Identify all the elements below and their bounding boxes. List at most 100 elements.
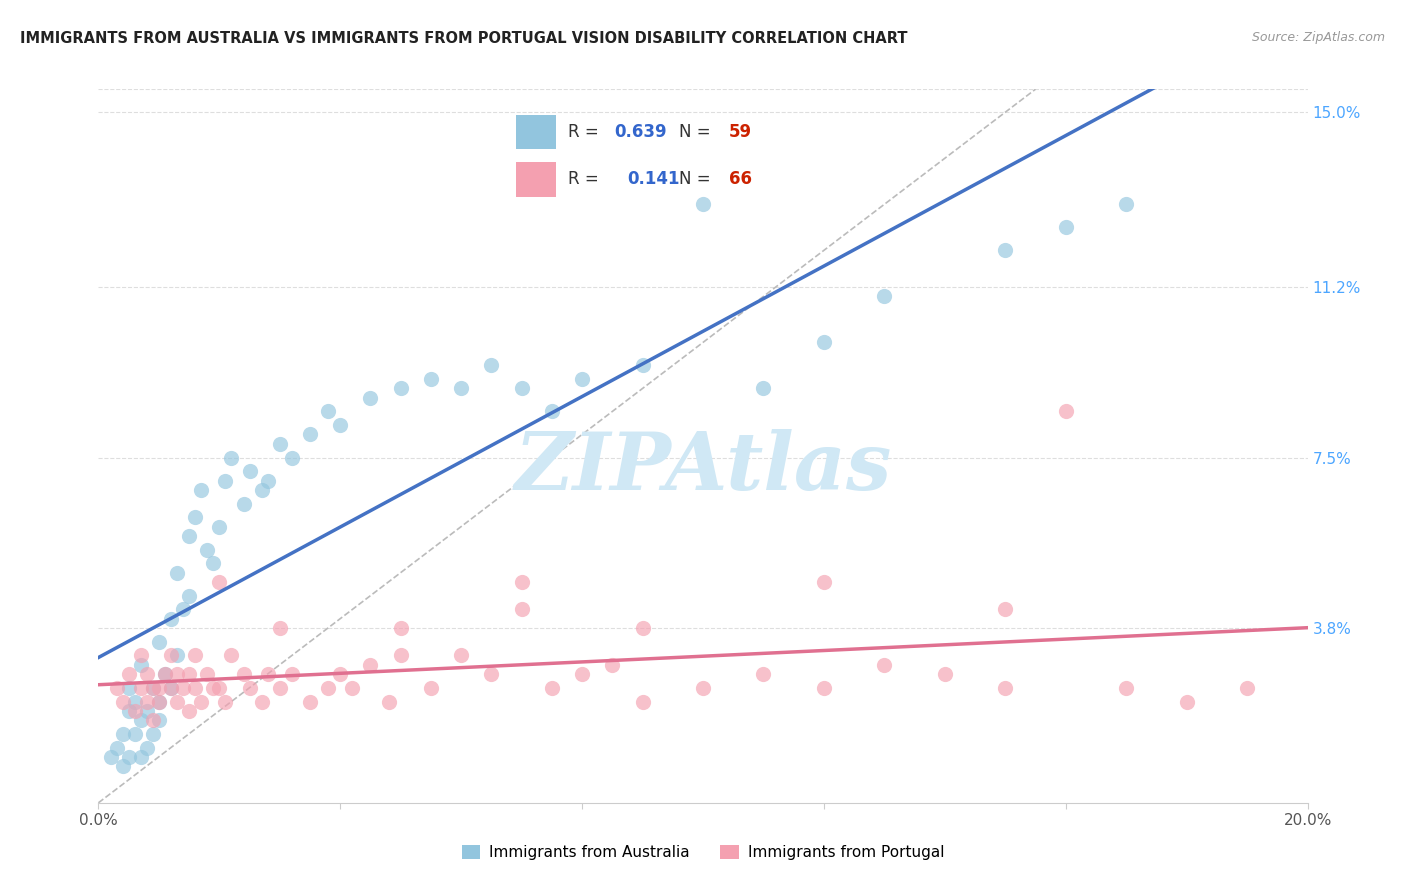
Point xyxy=(994,244,1017,258)
Point xyxy=(172,602,194,616)
Point xyxy=(172,681,194,695)
Point xyxy=(994,681,1017,695)
Point xyxy=(342,681,364,695)
Point xyxy=(208,574,231,589)
Point xyxy=(281,666,304,681)
Point xyxy=(316,681,339,695)
Point xyxy=(124,727,146,741)
Point xyxy=(160,612,183,626)
Point xyxy=(631,359,654,373)
Point xyxy=(510,381,533,395)
Point xyxy=(389,621,412,635)
Point xyxy=(239,681,262,695)
Point xyxy=(873,289,896,303)
Point xyxy=(111,694,134,708)
Point xyxy=(195,666,218,681)
Point xyxy=(299,427,322,442)
Point xyxy=(160,681,183,695)
Point xyxy=(129,657,152,672)
Point xyxy=(752,381,775,395)
Point xyxy=(1115,197,1137,211)
Point xyxy=(360,657,382,672)
Point xyxy=(389,648,412,663)
Point xyxy=(184,681,207,695)
Point xyxy=(269,436,291,450)
Point xyxy=(631,694,654,708)
Point xyxy=(135,740,157,755)
Point xyxy=(142,713,165,727)
Point xyxy=(190,483,212,497)
Point xyxy=(214,694,236,708)
Point xyxy=(208,681,231,695)
Point xyxy=(142,681,165,695)
Point xyxy=(316,404,339,418)
Point xyxy=(329,666,352,681)
Point xyxy=(142,727,165,741)
Point xyxy=(299,694,322,708)
Point xyxy=(239,464,262,478)
Point xyxy=(420,681,443,695)
Point xyxy=(142,681,165,695)
Text: ZIPAtlas: ZIPAtlas xyxy=(515,429,891,506)
Point xyxy=(1236,681,1258,695)
Point xyxy=(752,666,775,681)
Point xyxy=(450,648,472,663)
Point xyxy=(232,497,254,511)
Point xyxy=(250,483,273,497)
Point xyxy=(873,657,896,672)
Point xyxy=(510,602,533,616)
Point xyxy=(166,648,188,663)
Point xyxy=(166,694,188,708)
Point xyxy=(269,681,291,695)
Point xyxy=(190,694,212,708)
Point xyxy=(250,694,273,708)
Point xyxy=(934,666,956,681)
Point xyxy=(100,749,122,764)
Point xyxy=(118,666,141,681)
Point xyxy=(510,574,533,589)
Point xyxy=(148,681,170,695)
Point xyxy=(148,713,170,727)
Point xyxy=(329,418,352,433)
Point xyxy=(481,359,503,373)
Point xyxy=(184,648,207,663)
Point xyxy=(481,666,503,681)
Point xyxy=(184,510,207,524)
Point xyxy=(111,759,134,773)
Point xyxy=(166,666,188,681)
Point xyxy=(148,694,170,708)
Point xyxy=(377,694,399,708)
Legend: Immigrants from Australia, Immigrants from Portugal: Immigrants from Australia, Immigrants fr… xyxy=(456,839,950,866)
Point xyxy=(1175,694,1198,708)
Point xyxy=(281,450,304,465)
Point xyxy=(160,648,183,663)
Point xyxy=(118,681,141,695)
Text: IMMIGRANTS FROM AUSTRALIA VS IMMIGRANTS FROM PORTUGAL VISION DISABILITY CORRELAT: IMMIGRANTS FROM AUSTRALIA VS IMMIGRANTS … xyxy=(20,31,907,46)
Point xyxy=(129,713,152,727)
Point xyxy=(105,681,128,695)
Point xyxy=(1054,404,1077,418)
Point xyxy=(129,749,152,764)
Point xyxy=(214,474,236,488)
Point xyxy=(221,450,243,465)
Point xyxy=(571,372,593,386)
Point xyxy=(160,681,183,695)
Point xyxy=(540,404,562,418)
Point xyxy=(118,749,141,764)
Point xyxy=(166,566,188,580)
Point xyxy=(179,704,201,718)
Point xyxy=(420,372,443,386)
Point xyxy=(202,557,225,571)
Point xyxy=(631,621,654,635)
Point xyxy=(179,666,201,681)
Point xyxy=(360,391,382,405)
Point xyxy=(135,666,157,681)
Point xyxy=(813,681,835,695)
Point xyxy=(692,197,714,211)
Point xyxy=(129,648,152,663)
Point xyxy=(111,727,134,741)
Point xyxy=(540,681,562,695)
Point xyxy=(813,335,835,350)
Point xyxy=(179,589,201,603)
Point xyxy=(269,621,291,635)
